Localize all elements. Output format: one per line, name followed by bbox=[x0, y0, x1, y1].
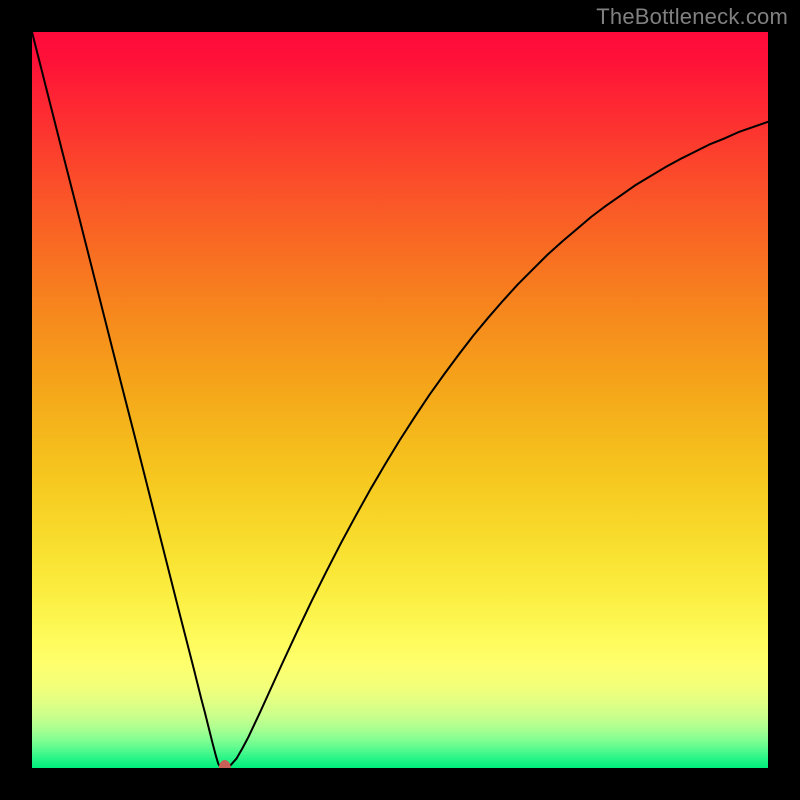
bottleneck-chart bbox=[32, 32, 768, 768]
chart-svg bbox=[32, 32, 768, 768]
chart-background bbox=[32, 32, 768, 768]
watermark-text: TheBottleneck.com bbox=[596, 4, 788, 30]
